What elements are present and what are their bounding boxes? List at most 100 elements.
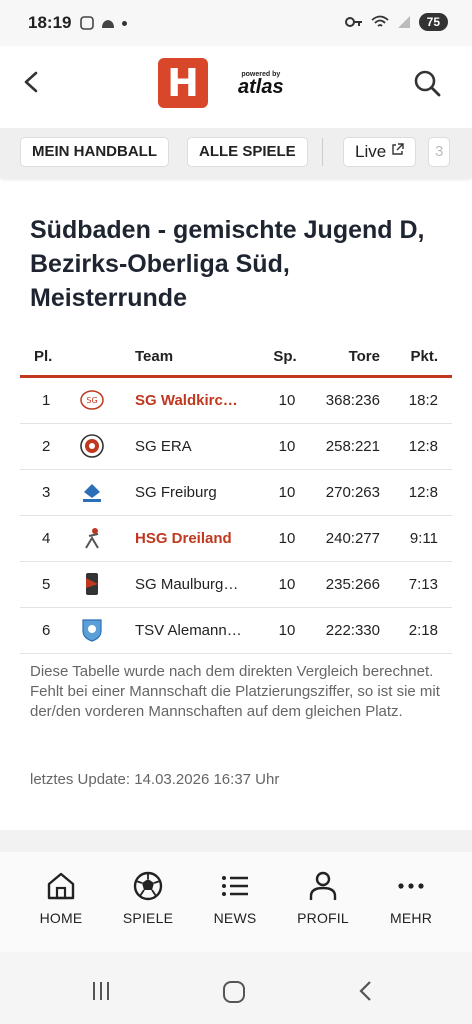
team-name[interactable]: SG Freiburg <box>135 484 217 501</box>
goals: 258:221 <box>325 438 380 455</box>
table-row[interactable]: 2 SG ERA 10 258:221 12:8 <box>20 424 452 470</box>
table-row[interactable]: 3 SG Freiburg 10 270:263 12:8 <box>20 470 452 516</box>
atlas-brand: atlas <box>238 76 284 98</box>
team-logo-icon <box>85 528 99 549</box>
home-icon <box>47 872 75 900</box>
tab-live-label: Live <box>355 142 387 161</box>
table-row[interactable]: 1 SG SG Waldkirc… 10 368:236 18:2 <box>20 378 452 424</box>
row-place: 1 <box>42 392 51 409</box>
points: 9:11 <box>409 530 438 547</box>
nav-home[interactable]: HOME <box>18 870 104 926</box>
team-name[interactable]: SG Maulburg… <box>135 576 239 593</box>
signal-icon <box>397 16 410 28</box>
points: 2:18 <box>408 622 438 639</box>
system-back-icon[interactable] <box>356 980 376 1002</box>
team-logo-icon <box>86 573 98 595</box>
nav-news[interactable]: NEWS <box>192 870 278 926</box>
list-icon <box>222 876 248 896</box>
table-row[interactable]: 6 TSV Alemann… 10 222:330 2:18 <box>20 608 452 654</box>
table-row[interactable]: 5 SG Maulburg… 10 235:266 7:13 <box>20 562 452 608</box>
nav-profil[interactable]: PROFIL <box>280 870 366 926</box>
nav-spiele-label: SPIELE <box>122 910 174 926</box>
games-played: 10 <box>278 438 296 455</box>
nav-spiele[interactable]: SPIELE <box>105 870 191 926</box>
user-icon <box>309 871 337 900</box>
team-name[interactable]: SG ERA <box>135 438 192 455</box>
row-place: 5 <box>42 576 51 593</box>
header-sp: Sp. <box>273 348 297 365</box>
powered-by-text: powered by <box>241 71 281 78</box>
bottom-navigation: HOME SPIELE NEWS PROFIL MEHR <box>0 852 472 952</box>
table-row[interactable]: 4 HSG Dreiland 10 240:277 9:11 <box>20 516 452 562</box>
team-name[interactable]: HSG Dreiland <box>135 530 232 547</box>
team-logo-icon <box>82 619 102 642</box>
nav-mehr-label: MEHR <box>389 910 433 926</box>
back-arrow-icon[interactable] <box>18 68 46 96</box>
games-played: 10 <box>278 622 296 639</box>
tab-bar: MEIN HANDBALL ALLE SPIELE Live 3 <box>0 128 472 178</box>
team-name[interactable]: SG Waldkirc… <box>135 392 238 409</box>
tab-separator <box>322 138 323 166</box>
more-notifications-dot <box>122 20 127 26</box>
header-pl: Pl. <box>34 348 53 365</box>
more-icon <box>398 883 424 889</box>
points: 12:8 <box>408 438 438 455</box>
games-played: 10 <box>278 484 296 501</box>
ball-icon <box>133 871 163 901</box>
nav-mehr[interactable]: MEHR <box>368 870 454 926</box>
tab-mein-handball[interactable]: MEIN HANDBALL <box>20 137 169 167</box>
handball-logo[interactable]: H <box>158 58 208 108</box>
table-header: Pl. Team Sp. Tore Pkt. <box>20 340 452 378</box>
search-icon[interactable] <box>412 68 442 98</box>
wifi-icon <box>371 15 389 27</box>
battery-indicator: 75 <box>418 13 448 31</box>
header-tore: Tore <box>348 348 380 365</box>
last-update: letztes Update: 14.03.2026 16:37 Uhr <box>30 771 280 788</box>
notification-icons <box>80 16 127 30</box>
home-button-icon[interactable] <box>222 980 246 1004</box>
nav-home-label: HOME <box>39 910 83 926</box>
row-place: 3 <box>42 484 51 501</box>
table-note-line-1: Diese Tabelle wurde nach dem direkten Ve… <box>30 663 434 680</box>
cloud-icon <box>102 20 114 28</box>
games-played: 10 <box>278 530 296 547</box>
games-played: 10 <box>278 392 296 409</box>
page-title: Südbaden - gemischte Jugend D, Bezirks-O… <box>30 216 425 312</box>
app-notification-icon <box>80 16 94 30</box>
status-right-icons: 75 <box>344 13 448 31</box>
header-team: Team <box>135 348 174 365</box>
external-link-icon <box>392 143 404 155</box>
goals: 222:330 <box>325 622 380 639</box>
status-bar: 18:19 75 <box>0 0 472 46</box>
points: 7:13 <box>408 576 438 593</box>
system-navigation <box>0 952 472 1024</box>
team-logo-icon <box>83 484 101 502</box>
row-place: 6 <box>42 622 51 639</box>
goals: 368:236 <box>325 392 380 409</box>
app-header: H powered by atlas <box>0 46 472 128</box>
nav-news-label: NEWS <box>213 910 257 926</box>
row-place: 4 <box>42 530 51 547</box>
goals: 240:277 <box>325 530 380 547</box>
team-logo-icon: SG <box>80 390 104 410</box>
svg-text:SG: SG <box>86 396 97 405</box>
powered-by-atlas: powered by atlas <box>238 71 284 98</box>
team-logo-icon <box>80 434 104 458</box>
tab-alle-spiele[interactable]: ALLE SPIELE <box>187 137 308 167</box>
tab-live[interactable]: Live <box>343 137 416 167</box>
tab-partial[interactable]: 3 <box>428 137 451 167</box>
table-note: Diese Tabelle wurde nach dem direkten Ve… <box>30 662 440 722</box>
points: 18:2 <box>408 392 438 409</box>
games-played: 10 <box>278 576 296 593</box>
table-note-line-2: Fehlt bei einer Mannschaft die Platzieru… <box>30 683 440 720</box>
goals: 270:263 <box>325 484 380 501</box>
goals: 235:266 <box>325 576 380 593</box>
standings-table: Pl. Team Sp. Tore Pkt. 1 SG SG Waldkirc…… <box>20 340 452 654</box>
points: 12:8 <box>408 484 438 501</box>
section-divider <box>0 830 472 852</box>
nav-profil-label: PROFIL <box>297 910 349 926</box>
row-place: 2 <box>42 438 51 455</box>
header-pkt: Pkt. <box>410 348 438 365</box>
team-name[interactable]: TSV Alemann… <box>135 622 242 639</box>
recent-apps-icon[interactable] <box>90 980 112 1002</box>
